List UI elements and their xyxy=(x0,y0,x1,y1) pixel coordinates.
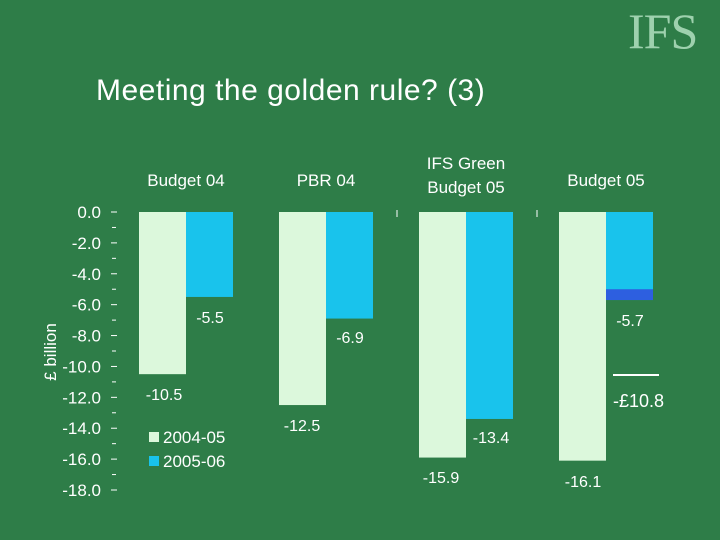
bar-value-label: -16.1 xyxy=(565,474,602,491)
legend-label: 2004-05 xyxy=(163,428,225,447)
y-tick-label: -2.0 xyxy=(72,234,101,253)
bar-highlight-segment xyxy=(606,289,653,301)
bar-value-label: -6.9 xyxy=(336,330,364,347)
category-label: Budget 04 xyxy=(147,171,225,190)
ifs-logo: IFS xyxy=(628,3,698,59)
bar-2004-05 xyxy=(419,212,466,458)
category-label: PBR 04 xyxy=(297,171,356,190)
slide-title: Meeting the golden rule? (3) xyxy=(96,74,486,107)
y-tick-label: -10.0 xyxy=(62,357,101,376)
category-label: IFS Green xyxy=(427,154,505,173)
bar-value-label: -15.9 xyxy=(423,470,460,487)
bar-value-label: -12.5 xyxy=(284,418,321,435)
legend-swatch xyxy=(149,432,159,442)
bar-2004-05 xyxy=(139,212,186,375)
category-label: Budget 05 xyxy=(567,171,645,190)
bar-2004-05 xyxy=(279,212,326,406)
y-axis-title: £ billion xyxy=(41,323,60,381)
y-tick-label: -6.0 xyxy=(72,296,101,315)
y-tick-label: -8.0 xyxy=(72,327,101,346)
bar-value-label: -13.4 xyxy=(473,430,510,447)
bar-2005-06 xyxy=(466,212,513,419)
y-tick-label: -4.0 xyxy=(72,265,101,284)
bar-2005-06 xyxy=(186,212,233,297)
annotation-label: -£10.8 xyxy=(613,391,664,411)
bar-value-label: -10.5 xyxy=(146,387,183,404)
bar-2005-06 xyxy=(326,212,373,319)
y-tick-label: -16.0 xyxy=(62,450,101,469)
y-tick-label: -14.0 xyxy=(62,419,101,438)
legend-swatch xyxy=(149,456,159,466)
category-label: Budget 05 xyxy=(427,178,505,197)
y-tick-label: 0.0 xyxy=(77,203,101,222)
bar-value-label: -5.7 xyxy=(616,313,644,330)
y-tick-label: -12.0 xyxy=(62,388,101,407)
bar-2005-06 xyxy=(606,212,653,301)
legend-label: 2005-06 xyxy=(163,452,225,471)
y-tick-label: -18.0 xyxy=(62,481,101,500)
bar-value-label: -5.5 xyxy=(196,310,224,327)
bar-2004-05 xyxy=(559,212,606,461)
